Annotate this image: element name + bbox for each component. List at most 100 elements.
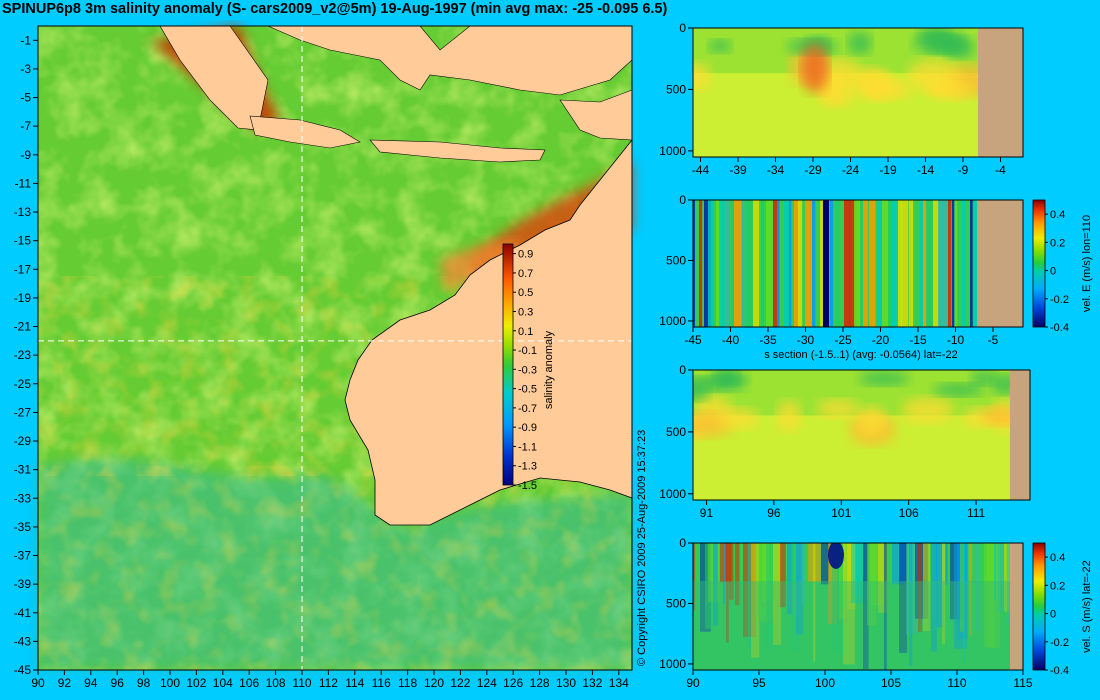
map-colorbar-tick-label: 0.7: [518, 268, 533, 280]
section-x-tick-label: 105: [881, 676, 901, 690]
velocity-stripe: [759, 200, 764, 327]
velocity-stripe: [849, 200, 857, 327]
velocity-stripe: [713, 543, 718, 626]
section-panel-s-section-lon110: -44-39-34-29-24-19-14-9-405001000s secti…: [659, 21, 1024, 177]
section-land: [1010, 370, 1030, 500]
velocity-stripe: [766, 200, 773, 327]
velocity-stripe: [933, 200, 940, 327]
velocity-stripe: [941, 200, 948, 327]
map-colorbar-tick-label: -0.3: [518, 364, 537, 376]
velocity-stripe: [994, 543, 997, 600]
map-colorbar-tick-label: 0.3: [518, 306, 533, 318]
velocity-stripe: [936, 543, 944, 628]
velocity-stripe: [877, 200, 883, 327]
map-x-tick-label: 112: [319, 676, 338, 690]
velocity-stripe: [716, 200, 721, 327]
map-frame: [37, 25, 633, 671]
map-colorbar-gradient: [502, 243, 514, 486]
section-x-tick-label: -29: [804, 163, 822, 177]
velocity-stripe: [955, 200, 958, 327]
map-x-tick-label: 116: [372, 676, 391, 690]
map-y-tick-label: -31: [14, 463, 32, 477]
section-x-tick-label: -9: [958, 163, 969, 177]
section-x-tick-label: -35: [759, 333, 777, 347]
map-x-tick-label: 90: [31, 676, 45, 690]
section-y-tick-label: 500: [666, 253, 686, 267]
map-y-tick-label: -15: [14, 234, 32, 248]
map-x-tick-label: 92: [58, 676, 72, 690]
velocity-stripe: [863, 200, 868, 327]
velocity-stripe: [742, 200, 745, 327]
section-y-tick-label: 500: [666, 596, 686, 610]
velocity-stripe: [723, 543, 726, 604]
section-x-tick-label: -39: [729, 163, 747, 177]
section-x-tick-label: -30: [797, 333, 815, 347]
map-y-tick-label: -19: [14, 291, 32, 305]
velocity-stripe: [762, 543, 770, 602]
section-x-tick-label: -34: [767, 163, 785, 177]
map-colorbar-label: salinity anomaly: [543, 330, 555, 409]
velocity-stripe: [791, 543, 800, 652]
section-panel-vel-e-lon110: -45 -40 -35 -30 -25 -20 -15 -10 -5 0 500 1000 0.4 0.2…: [659, 193, 1093, 347]
velocity-stripe: [812, 200, 816, 327]
velocity-stripe: [735, 543, 740, 606]
velocity-stripe: [836, 200, 840, 327]
map-y-tick-label: -11: [15, 176, 32, 190]
section-x-tick-label: -24: [842, 163, 860, 177]
map-colorbar-tick-label: -0.7: [518, 403, 537, 415]
velocity-stripe: [719, 200, 725, 327]
velocity-stripe: [704, 200, 712, 327]
map-colorbar-tick-label: -0.5: [518, 384, 537, 396]
section-y-tick-label: 1000: [659, 144, 686, 158]
velocity-stripe: [948, 200, 952, 327]
section-x-tick-label: -44: [692, 163, 710, 177]
section-x-tick-label: -40: [722, 333, 740, 347]
velocity-stripe: [918, 543, 923, 633]
section-panel-s-section-lat-22: 91 96 101 106 111 0 500 1000 s section (-1.5..1)…: [659, 349, 1031, 520]
velocity-stripe: [693, 200, 696, 327]
section-frame: [692, 369, 1031, 501]
map-x-tick-label: 126: [503, 676, 523, 690]
velocity-stripe: [909, 200, 916, 327]
map-y-tick-label: -13: [14, 205, 32, 219]
map-axes: 90 92 94 96 98 100 102 104 106 108 110 112 114 116 118…: [14, 33, 629, 690]
velocity-stripe: [909, 543, 913, 666]
velocity-stripe: [891, 200, 897, 327]
southern-eddies: [38, 466, 632, 670]
page-title: SPINUP6p8 3m salinity anomaly (S- cars20…: [2, 1, 668, 17]
map-x-tick-label: 134: [609, 676, 629, 690]
section-field: [693, 370, 1030, 500]
map-y-tick-label: -5: [20, 91, 31, 105]
section-x-tick-label: -45: [684, 333, 702, 347]
section-land: [1010, 543, 1023, 670]
velocity-stripe: [869, 200, 876, 327]
map-colorbar-tick-label: 0.5: [518, 287, 533, 299]
salinity-core: [801, 43, 829, 93]
map-y-tick-label: -27: [14, 405, 32, 419]
map-y-tick-label: -35: [14, 520, 32, 534]
section-x-tick-label: -4: [995, 163, 1006, 177]
map-y-tick-label: -21: [14, 320, 32, 334]
map-y-tick-label: -45: [14, 663, 32, 677]
velocity-stripe: [856, 543, 861, 596]
velocity-stripe: [787, 543, 793, 615]
map-colorbar-tick-label: -0.1: [518, 345, 537, 357]
section-y-tick-label: 500: [666, 82, 686, 96]
map-x-tick-label: 122: [450, 676, 470, 690]
velocity-stripe: [970, 200, 973, 327]
velocity-stripe: [720, 543, 732, 583]
map-y-tick-label: -43: [14, 634, 32, 648]
velocity-stripe: [923, 200, 927, 327]
shelf-orange: [440, 240, 520, 290]
section-x-tick-label: 96: [767, 506, 781, 520]
map-x-tick-label: 118: [398, 676, 417, 690]
velocity-stripe: [926, 200, 933, 327]
map-y-tick-label: -23: [14, 348, 32, 362]
map-y-tick-label: -17: [14, 262, 32, 276]
velocity-stripe: [863, 543, 869, 669]
salinity-blob: [693, 62, 711, 92]
velocity-colorbar-gradient: [1032, 199, 1046, 328]
section-x-tick-label: -10: [947, 333, 965, 347]
velocity-stripe: [796, 543, 804, 635]
velocity-stripe: [898, 200, 902, 327]
